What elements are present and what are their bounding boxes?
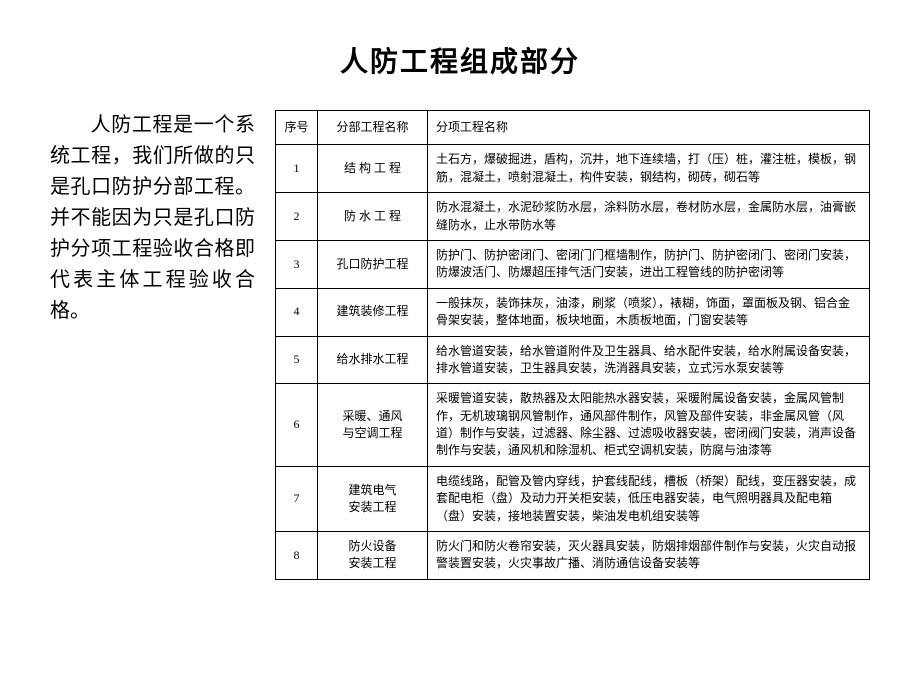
cell-name: 结 构 工 程 xyxy=(318,145,428,193)
paragraph-text: 人防工程是一个系统工程，我们所做的只是孔口防护分部工程。并不能因为只是孔口防护分… xyxy=(50,114,255,322)
table-header-row: 序号 分部工程名称 分项工程名称 xyxy=(276,111,870,145)
cell-seq: 3 xyxy=(276,240,318,288)
engineering-table: 序号 分部工程名称 分项工程名称 1结 构 工 程土石方，爆破掘进，盾构，沉井，… xyxy=(275,110,870,580)
table-row: 2防 水 工 程防水混凝土，水泥砂浆防水层，涂料防水层，卷材防水层，金属防水层，… xyxy=(276,193,870,241)
cell-name: 给水排水工程 xyxy=(318,336,428,384)
cell-seq: 5 xyxy=(276,336,318,384)
header-detail: 分项工程名称 xyxy=(428,111,870,145)
cell-detail: 采暖管道安装，散热器及太阳能热水器安装，采暖附属设备安装，金属风管制作，无机玻璃… xyxy=(428,384,870,467)
cell-seq: 4 xyxy=(276,288,318,336)
cell-detail: 电缆线路，配管及管内穿线，护套线配线，槽板（桥架）配线，变压器安装，成套配电柜（… xyxy=(428,466,870,531)
cell-name: 防 水 工 程 xyxy=(318,193,428,241)
header-name: 分部工程名称 xyxy=(318,111,428,145)
cell-name: 建筑电气安装工程 xyxy=(318,466,428,531)
table-row: 4建筑装修工程一般抹灰，装饰抹灰，油漆，刷浆（喷浆），裱糊，饰面，罩面板及钢、铝… xyxy=(276,288,870,336)
cell-name: 防火设备安装工程 xyxy=(318,532,428,580)
table-row: 6采暖、通风与空调工程采暖管道安装，散热器及太阳能热水器安装，采暖附属设备安装，… xyxy=(276,384,870,467)
cell-detail: 防火门和防火卷帘安装，灭火器具安装，防烟排烟部件制作与安装，火灾自动报警装置安装… xyxy=(428,532,870,580)
cell-detail: 防水混凝土，水泥砂浆防水层，涂料防水层，卷材防水层，金属防水层，油膏嵌缝防水，止… xyxy=(428,193,870,241)
table-row: 3孔口防护工程防护门、防护密闭门、密闭门门框墙制作，防护门、防护密闭门、密闭门安… xyxy=(276,240,870,288)
cell-detail: 一般抹灰，装饰抹灰，油漆，刷浆（喷浆），裱糊，饰面，罩面板及钢、铝合金骨架安装，… xyxy=(428,288,870,336)
table-row: 7建筑电气安装工程电缆线路，配管及管内穿线，护套线配线，槽板（桥架）配线，变压器… xyxy=(276,466,870,531)
cell-seq: 8 xyxy=(276,532,318,580)
cell-detail: 给水管道安装，给水管道附件及卫生器具、给水配件安装，给水附属设备安装，排水管道安… xyxy=(428,336,870,384)
cell-name: 采暖、通风与空调工程 xyxy=(318,384,428,467)
cell-seq: 6 xyxy=(276,384,318,467)
header-seq: 序号 xyxy=(276,111,318,145)
intro-paragraph: 人防工程是一个系统工程，我们所做的只是孔口防护分部工程。并不能因为只是孔口防护分… xyxy=(50,110,255,327)
cell-detail: 防护门、防护密闭门、密闭门门框墙制作，防护门、防护密闭门、密闭门安装，防爆波活门… xyxy=(428,240,870,288)
content-area: 人防工程是一个系统工程，我们所做的只是孔口防护分部工程。并不能因为只是孔口防护分… xyxy=(50,110,870,580)
cell-name: 孔口防护工程 xyxy=(318,240,428,288)
cell-seq: 7 xyxy=(276,466,318,531)
table-container: 序号 分部工程名称 分项工程名称 1结 构 工 程土石方，爆破掘进，盾构，沉井，… xyxy=(275,110,870,580)
table-row: 8防火设备安装工程防火门和防火卷帘安装，灭火器具安装，防烟排烟部件制作与安装，火… xyxy=(276,532,870,580)
table-row: 5给水排水工程给水管道安装，给水管道附件及卫生器具、给水配件安装，给水附属设备安… xyxy=(276,336,870,384)
cell-detail: 土石方，爆破掘进，盾构，沉井，地下连续墙，打（压）桩，灌注桩，模板，钢筋，混凝土… xyxy=(428,145,870,193)
cell-seq: 2 xyxy=(276,193,318,241)
cell-name: 建筑装修工程 xyxy=(318,288,428,336)
cell-seq: 1 xyxy=(276,145,318,193)
table-row: 1结 构 工 程土石方，爆破掘进，盾构，沉井，地下连续墙，打（压）桩，灌注桩，模… xyxy=(276,145,870,193)
page-title: 人防工程组成部分 xyxy=(50,40,870,80)
table-body: 1结 构 工 程土石方，爆破掘进，盾构，沉井，地下连续墙，打（压）桩，灌注桩，模… xyxy=(276,145,870,579)
